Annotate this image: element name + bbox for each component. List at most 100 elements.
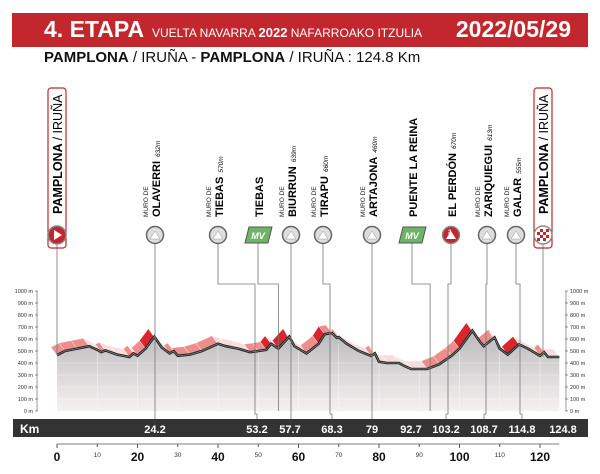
route-finish: PAMPLONA [200, 49, 286, 66]
y-tick-label-left: 300 m [18, 373, 34, 379]
y-tick-label-left: 700 m [18, 325, 34, 331]
play-glyph [54, 230, 62, 240]
stage-date: 2022/05/29 [455, 16, 571, 42]
checker-square [537, 232, 540, 235]
y-tick-label-left: 600 m [18, 337, 34, 343]
y-tick-label-left: 900 m [18, 301, 34, 307]
mountain-glyph [481, 230, 493, 240]
x-tick-label: 80 [372, 450, 386, 464]
y-tick-label-right: 1000 m [570, 289, 589, 295]
checker-square [546, 229, 549, 232]
header-banner: 4. ETAPA VUELTA NAVARRA 2022 NAFARROAKO … [12, 13, 588, 47]
route-start: PAMPLONA [44, 49, 129, 66]
y-tick-label-right: 700 m [570, 325, 586, 331]
km-marker-label: 68.3 [321, 424, 342, 436]
mountain-glyph [285, 230, 297, 240]
y-tick-label-left: 500 m [18, 349, 34, 355]
x-tick-label: 60 [292, 450, 306, 464]
category-badge: 2 [448, 230, 452, 236]
checker-square [537, 238, 540, 241]
y-tick-label-right: 100 m [570, 397, 586, 403]
km-marker-label: 53.2 [246, 424, 267, 436]
km-marker-label: 108.7 [470, 424, 498, 436]
waypoint-line [257, 243, 279, 411]
mountain-glyph [212, 230, 224, 240]
y-tick-label-left: 100 m [18, 397, 34, 403]
waypoint-line [515, 235, 523, 419]
y-tick-label-left: 1000 m [15, 289, 34, 295]
waypoint-label: TIEBAS [254, 177, 266, 217]
waypoint-label: MURO DEBIURRUN639m [279, 145, 299, 217]
km-marker-label: 103.2 [432, 424, 460, 436]
y-tick-label-right: 600 m [570, 337, 586, 343]
waypoint-label: MURO DEARTAJONA460m [360, 136, 380, 217]
waypoint-line [483, 235, 488, 419]
x-tick-label-minor: 70 [335, 452, 343, 459]
checker-square [540, 235, 543, 238]
mountain-glyph [317, 230, 329, 240]
y-tick-label-left: 0 m [24, 409, 34, 415]
race-name: VUELTA NAVARRA 2022 NAFARROAKO ITZULIA [152, 25, 422, 40]
route-title: PAMPLONA / IRUÑA - PAMPLONA / IRUÑA : 12… [44, 49, 420, 66]
mv-icon [398, 226, 427, 244]
profile-area [57, 330, 560, 411]
km-marker-label: 24.2 [144, 424, 165, 436]
waypoint-label: PAMPLONA / IRUÑA [537, 94, 551, 214]
x-tick-label: 40 [211, 450, 225, 464]
waypoint-label: MURO DETIRAPU660m [311, 155, 331, 217]
x-tick-label-minor: 30 [174, 452, 182, 459]
waypoint-line [217, 235, 258, 419]
x-tick-label-minor: 90 [416, 452, 424, 459]
waypoint-line [322, 235, 333, 419]
km-marker-label: 124.8 [549, 424, 577, 436]
y-tick-label-right: 800 m [570, 313, 586, 319]
waypoint-label: PUENTE LA REINA [408, 118, 420, 217]
mountain-glyph [510, 230, 522, 240]
waypoint-label: MURO DETIEBAS570m [206, 156, 226, 217]
y-tick-label-right: 0 m [570, 409, 580, 415]
checker-square [540, 229, 543, 232]
waypoint-line [445, 235, 452, 419]
km-marker-label: 79 [366, 424, 378, 436]
x-tick-label-minor: 110 [495, 452, 506, 459]
x-tick-label-minor: 50 [255, 452, 263, 459]
y-tick-label-left: 200 m [18, 385, 34, 391]
x-tick-label-minor: 10 [94, 452, 102, 459]
waypoint-label: MURO DEOLAVERRI632m [143, 140, 163, 217]
checker-square [543, 238, 546, 241]
y-tick-label-right: 200 m [570, 385, 586, 391]
km-marker-label: 114.8 [509, 424, 536, 436]
km-marker-label: 57.7 [279, 424, 300, 436]
y-tick-label-right: 500 m [570, 349, 586, 355]
race-year: 2022 [258, 25, 288, 40]
km-bar [13, 419, 588, 437]
x-tick-label: 20 [131, 450, 145, 464]
mountain-glyph [446, 231, 456, 239]
y-tick-label-left: 400 m [18, 361, 34, 367]
km-bar-label: Km [20, 422, 39, 436]
mv-badge-text: MV [405, 231, 419, 241]
y-tick-label-left: 800 m [18, 313, 34, 319]
y-tick-label-right: 300 m [570, 373, 586, 379]
waypoint-line [411, 243, 431, 411]
race-name-a: VUELTA NAVARRA [152, 26, 256, 40]
mv-badge-text: MV [251, 231, 265, 241]
mountain-glyph [366, 230, 378, 240]
profile-line-highlight [56, 329, 560, 370]
route-start-rest: / IRUÑA - [128, 49, 201, 66]
waypoint-frame [533, 87, 553, 249]
waypoint-frame [47, 87, 67, 249]
x-tick-label: 0 [54, 450, 61, 464]
route-finish-rest: / IRUÑA : 124.8 Km [285, 49, 421, 66]
km-marker-label: 92.7 [400, 424, 421, 436]
checker-square [546, 235, 549, 238]
waypoint-label: MURO DEZARIQUIEGUI613m [475, 124, 495, 217]
race-name-b: NAFARROAKO ITZULIA [290, 26, 423, 40]
x-tick-label: 100 [449, 450, 469, 464]
waypoint-label: PAMPLONA / IRUÑA [51, 94, 65, 214]
stage-title: 4. ETAPA [44, 16, 145, 42]
waypoint-label: EL PERDÓN670m [446, 132, 459, 217]
mountain-glyph [149, 230, 161, 240]
waypoint-label: MURO DEGALAR555m [504, 157, 524, 217]
